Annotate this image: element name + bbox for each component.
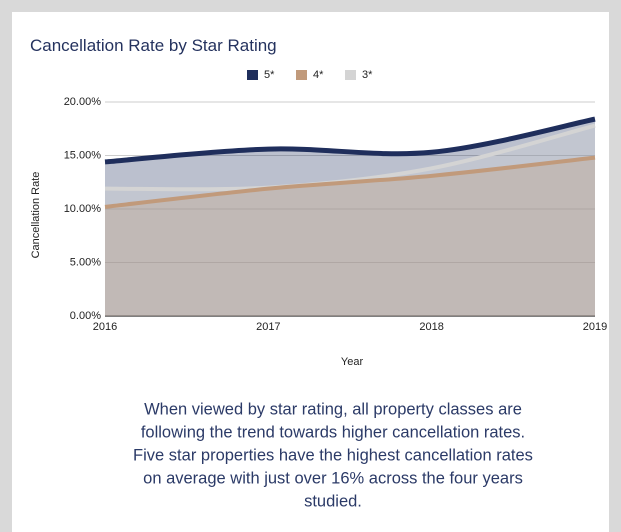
x-tick-label: 2017 [256,321,280,333]
chart-title: Cancellation Rate by Star Rating [30,36,277,55]
y-tick-label: 0.00% [70,310,101,322]
y-tick-label: 5.00% [70,256,101,268]
legend-swatch [345,70,356,80]
caption-line: on average with just over 16% across the… [143,469,523,487]
x-tick-label: 2019 [583,321,607,333]
line [104,116,596,165]
legend-label: 4* [313,69,324,81]
area [105,119,595,317]
caption-line: following the trend towards higher cance… [141,423,525,441]
caption-line: When viewed by star rating, all property… [144,400,522,418]
y-tick-label: 10.00% [64,203,102,215]
legend-swatch [296,70,307,80]
y-tick-label: 20.00% [64,96,102,108]
legend-label: 5* [264,69,275,81]
line [104,155,596,209]
x-tick-label: 2018 [419,321,443,333]
x-axis-label: Year [341,356,364,368]
caption-line: studied. [304,492,362,510]
x-tick-label: 2016 [93,321,117,333]
card [12,12,609,532]
y-axis-label: Cancellation Rate [30,172,42,259]
legend-swatch [247,70,258,80]
legend-label: 3* [362,69,373,81]
y-tick-label: 15.00% [64,149,102,161]
caption-line: Five star properties have the highest ca… [133,446,533,464]
area [105,157,595,316]
